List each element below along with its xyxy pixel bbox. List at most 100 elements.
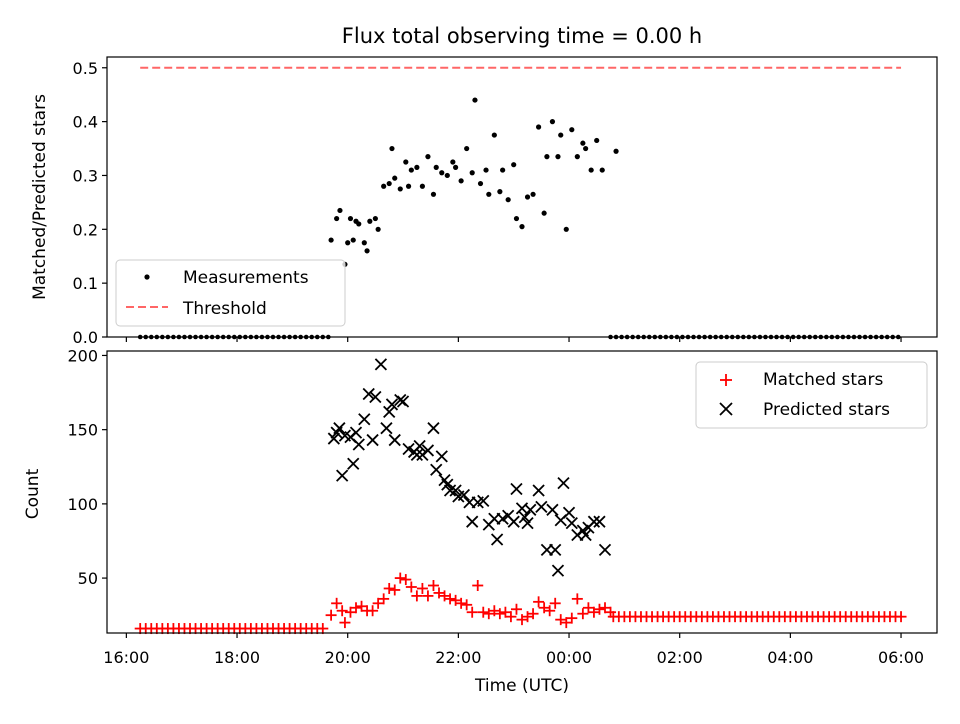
matched-star-point bbox=[522, 611, 534, 623]
predicted-star-point bbox=[521, 517, 534, 530]
measurement-point bbox=[430, 191, 437, 197]
matched-star-point bbox=[331, 597, 343, 609]
predicted-star-point bbox=[518, 511, 531, 524]
count-y-tick-label: 150 bbox=[67, 421, 98, 440]
matched-star-point bbox=[472, 580, 484, 592]
matched-star-point bbox=[516, 614, 528, 626]
matched-star-point bbox=[544, 605, 556, 617]
matched-star-point bbox=[588, 606, 600, 618]
predicted-star-point bbox=[535, 500, 548, 513]
measurement-point bbox=[563, 226, 569, 232]
predicted-star-point bbox=[383, 405, 396, 418]
measurement-point bbox=[356, 221, 362, 227]
predicted-star-point bbox=[546, 503, 559, 516]
predicted-star-point bbox=[579, 528, 592, 542]
count-panel: 50 100 150 200 16:00 18:00 20:00 22:00 00:00 02:… bbox=[23, 346, 938, 696]
count-y-axis-label: Count bbox=[23, 468, 43, 519]
predicted-star-point bbox=[557, 476, 570, 490]
count-y-axis: 50 100 150 200 bbox=[67, 346, 107, 588]
count-axes-frame bbox=[106, 350, 938, 634]
measurement-point bbox=[500, 167, 506, 173]
predicted-star-point bbox=[430, 463, 443, 476]
count-marks bbox=[134, 358, 907, 635]
predicted-star-point bbox=[477, 494, 490, 508]
measurement-point bbox=[375, 226, 381, 232]
measurement-point bbox=[483, 167, 489, 173]
measurement-point bbox=[367, 218, 373, 224]
matched-star-point bbox=[389, 584, 401, 596]
measurement-point bbox=[453, 164, 459, 170]
predicted-star-point bbox=[388, 433, 401, 447]
matched-star-point bbox=[599, 602, 611, 614]
measurement-point bbox=[444, 172, 450, 179]
matched-star-point bbox=[416, 582, 428, 594]
predicted-star-point bbox=[457, 488, 471, 502]
measurement-point bbox=[458, 178, 464, 184]
x-tick-label: 20:00 bbox=[325, 648, 371, 667]
predicted-star-point bbox=[510, 482, 523, 496]
matched-star-point bbox=[549, 597, 561, 609]
predicted-star-point bbox=[352, 438, 365, 451]
predicted-star-point bbox=[413, 439, 426, 453]
predicted-star-point bbox=[358, 413, 371, 426]
measurement-point bbox=[497, 189, 503, 195]
measurement-point bbox=[613, 148, 619, 154]
measurement-point bbox=[386, 180, 392, 187]
matched-star-point bbox=[433, 587, 445, 599]
measurement-point bbox=[583, 145, 589, 152]
matched-star-point bbox=[505, 611, 517, 623]
legend-predicted-marker bbox=[719, 402, 733, 416]
predicted-star-point bbox=[524, 503, 537, 516]
matched-star-point bbox=[527, 608, 539, 620]
predicted-star-point bbox=[549, 543, 562, 557]
measurement-point bbox=[403, 159, 409, 165]
measurement-point bbox=[580, 140, 586, 146]
legend-predicted-label: Predicted stars bbox=[763, 400, 890, 420]
ratio-y-tick-label: 0.2 bbox=[73, 220, 98, 239]
measurement-point bbox=[405, 183, 412, 189]
measurement-point bbox=[347, 215, 354, 222]
predicted-star-point bbox=[443, 484, 457, 497]
matched-star-point bbox=[450, 594, 462, 606]
ratio-y-axis: 0.0 0.1 0.2 0.3 0.4 0.5 bbox=[73, 59, 107, 347]
matched-star-point bbox=[350, 602, 362, 614]
matched-star-point bbox=[411, 590, 423, 602]
count-y-tick-label: 200 bbox=[67, 346, 98, 365]
measurement-point bbox=[350, 237, 356, 243]
matched-star-point bbox=[494, 608, 506, 620]
ratio-panel: 0.0 0.1 0.2 0.3 0.4 0.5 Matched/Predicted sta… bbox=[30, 56, 938, 347]
measurement-point bbox=[472, 97, 478, 103]
matched-star-point bbox=[488, 605, 500, 617]
matched-star-point bbox=[400, 574, 412, 586]
ratio-legend: Measurements Threshold bbox=[115, 259, 346, 327]
predicted-star-point bbox=[421, 444, 435, 457]
ratio-y-tick-label: 0.5 bbox=[73, 59, 98, 78]
x-tick-label: 02:00 bbox=[657, 648, 703, 667]
measurement-point bbox=[594, 137, 600, 144]
measurement-point bbox=[397, 186, 403, 192]
predicted-star-point bbox=[374, 358, 388, 371]
predicted-star-point bbox=[336, 469, 349, 482]
matched-star-point bbox=[383, 582, 395, 594]
matched-star-point bbox=[439, 590, 451, 602]
x-tick-label: 00:00 bbox=[546, 648, 592, 667]
measurement-point bbox=[511, 162, 517, 168]
measurement-point bbox=[469, 170, 475, 176]
predicted-star-point bbox=[427, 422, 440, 435]
measurement-point bbox=[574, 154, 580, 160]
predicted-star-point bbox=[449, 484, 462, 497]
matched-star-point bbox=[538, 602, 550, 614]
measurement-point bbox=[381, 183, 387, 189]
predicted-star-point bbox=[532, 484, 545, 497]
matched-star-point bbox=[895, 611, 907, 623]
matched-star-point bbox=[356, 600, 368, 612]
measurement-point bbox=[569, 127, 575, 133]
x-tick-label: 18:00 bbox=[214, 648, 260, 667]
matched-star-point bbox=[444, 593, 456, 605]
ratio-y-tick-label: 0.4 bbox=[73, 113, 98, 132]
predicted-star-point bbox=[435, 450, 448, 463]
matched-star-point bbox=[466, 606, 478, 618]
matched-star-point bbox=[317, 623, 329, 635]
measurement-point bbox=[392, 175, 398, 181]
